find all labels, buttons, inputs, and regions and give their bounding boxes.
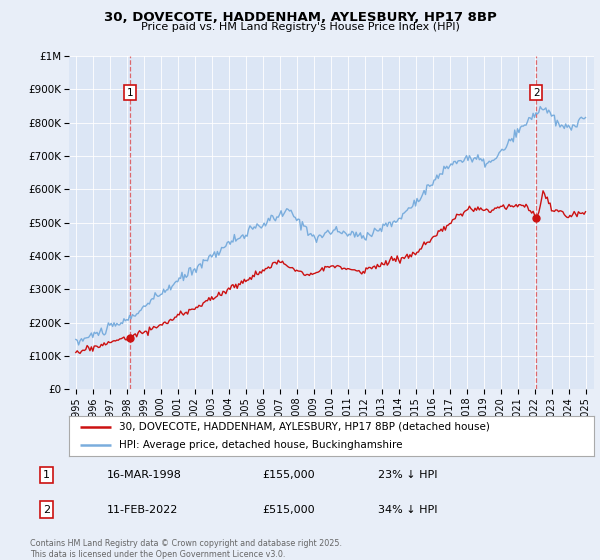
Text: £515,000: £515,000 <box>262 505 314 515</box>
Text: 30, DOVECOTE, HADDENHAM, AYLESBURY, HP17 8BP: 30, DOVECOTE, HADDENHAM, AYLESBURY, HP17… <box>104 11 496 24</box>
Text: 2: 2 <box>533 88 539 97</box>
Text: 1: 1 <box>127 88 133 97</box>
Text: £155,000: £155,000 <box>262 470 314 480</box>
Text: HPI: Average price, detached house, Buckinghamshire: HPI: Average price, detached house, Buck… <box>119 440 403 450</box>
Text: 23% ↓ HPI: 23% ↓ HPI <box>378 470 437 480</box>
Text: 2: 2 <box>43 505 50 515</box>
Text: 16-MAR-1998: 16-MAR-1998 <box>107 470 182 480</box>
Text: 1: 1 <box>43 470 50 480</box>
Text: 30, DOVECOTE, HADDENHAM, AYLESBURY, HP17 8BP (detached house): 30, DOVECOTE, HADDENHAM, AYLESBURY, HP17… <box>119 422 490 432</box>
Text: 11-FEB-2022: 11-FEB-2022 <box>107 505 179 515</box>
Text: Price paid vs. HM Land Registry's House Price Index (HPI): Price paid vs. HM Land Registry's House … <box>140 22 460 32</box>
Text: Contains HM Land Registry data © Crown copyright and database right 2025.
This d: Contains HM Land Registry data © Crown c… <box>30 539 342 559</box>
Text: 34% ↓ HPI: 34% ↓ HPI <box>378 505 437 515</box>
